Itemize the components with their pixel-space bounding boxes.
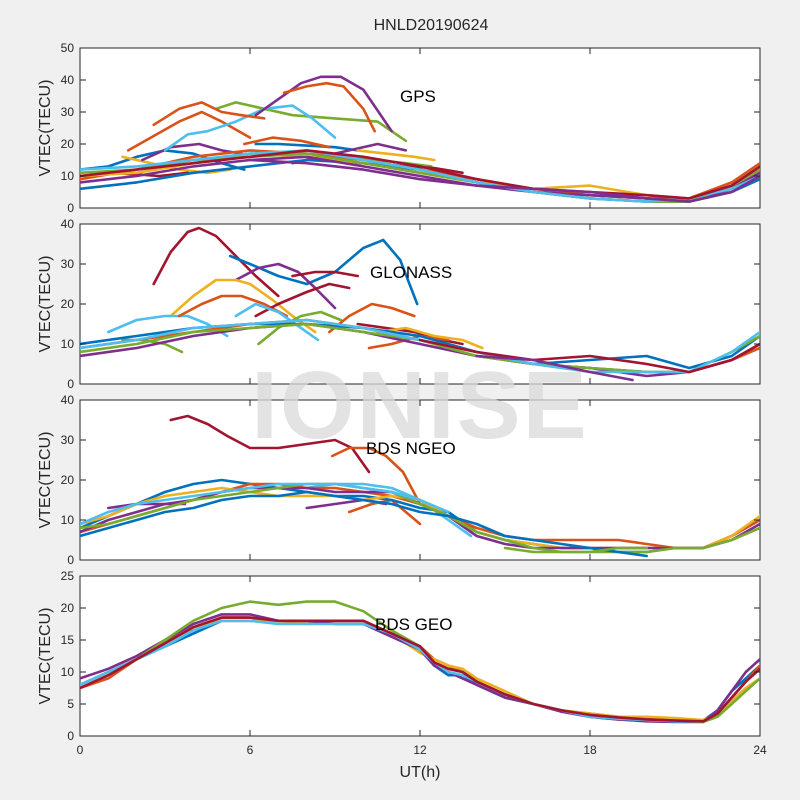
watermark: IONISE	[251, 352, 588, 459]
y-tick-label: 0	[67, 553, 74, 567]
series-line-13	[80, 490, 648, 558]
y-tick-label: 20	[61, 137, 75, 151]
traces	[80, 600, 760, 724]
traces	[80, 75, 760, 203]
series-line-11	[254, 142, 359, 152]
series-line-4	[141, 142, 243, 162]
y-tick-label: 0	[67, 377, 74, 391]
y-tick-label: 40	[61, 393, 75, 407]
y-tick-label: 30	[61, 433, 75, 447]
y-tick-label: 40	[61, 217, 75, 231]
y-tick-label: 50	[61, 41, 75, 55]
series-line-10	[282, 81, 376, 133]
series-line-12	[80, 482, 450, 526]
panel-4: 0 5 10 15 20 25 0 6 12 18 24 VTEC(TECU) BDS GEO	[37, 569, 767, 757]
y-axis-label: VTEC(TECU)	[37, 80, 54, 177]
panel-annotation: BDS GEO	[375, 615, 452, 634]
panel-1: 0 10 20 30 40 50 VTEC(TECU) GPS	[37, 41, 761, 215]
series-line-12	[356, 322, 464, 346]
y-tick-label: 15	[61, 633, 75, 647]
y-axis-label: VTEC(TECU)	[37, 432, 54, 529]
x-axis-label: UT(h)	[400, 764, 441, 781]
panel-annotation: GLONASS	[370, 263, 452, 282]
series-line-8	[152, 101, 266, 127]
x-tick-label: 0	[77, 743, 84, 757]
series-line-2	[330, 446, 422, 506]
traces	[80, 226, 760, 382]
series-line-3	[234, 262, 337, 310]
y-tick-label: 0	[67, 729, 74, 743]
series-line-10	[234, 302, 320, 342]
series-line-9	[254, 75, 393, 133]
y-tick-label: 0	[67, 201, 74, 215]
panel-annotation: BDS NGEO	[366, 439, 456, 458]
figure-title: HNLD20190624	[374, 17, 489, 34]
series-line-13	[291, 142, 408, 165]
x-tick-label: 6	[247, 743, 254, 757]
panel-3: 0 10 20 30 40 VTEC(TECU) BDS NGEO	[37, 393, 761, 567]
y-axis-label: VTEC(TECU)	[37, 608, 54, 705]
series-line-14	[356, 149, 436, 162]
panel-2: 0 10 20 30 40 VTEC(TECU) GLONASS	[37, 217, 761, 391]
y-tick-label: 5	[67, 697, 74, 711]
series-line-11	[80, 482, 760, 554]
panel-annotation: GPS	[400, 87, 436, 106]
series-line-4	[291, 270, 359, 278]
y-tick-label: 20	[61, 297, 75, 311]
y-tick-label: 10	[61, 665, 75, 679]
y-tick-label: 30	[61, 257, 75, 271]
axes-box	[79, 575, 761, 737]
y-tick-label: 25	[61, 569, 75, 583]
series-line-14	[376, 326, 484, 350]
series-line-7	[177, 294, 289, 318]
x-tick-label: 12	[413, 743, 427, 757]
series-line-9	[257, 310, 342, 346]
y-tick-label: 10	[61, 337, 75, 351]
series-line-22	[475, 354, 634, 382]
series-line-21	[418, 338, 760, 374]
series-line-7	[80, 616, 760, 723]
series-line-14	[503, 546, 648, 554]
axes-box	[79, 47, 761, 209]
traces	[80, 414, 760, 558]
series-line-5	[169, 278, 317, 334]
x-tick-label: 24	[753, 743, 767, 757]
series-line-16	[243, 136, 331, 149]
y-tick-label: 40	[61, 73, 75, 87]
y-axis-label: VTEC(TECU)	[37, 256, 54, 353]
series-line-1	[169, 414, 371, 474]
y-tick-label: 30	[61, 105, 75, 119]
y-tick-label: 20	[61, 473, 75, 487]
x-tick-label: 18	[583, 743, 597, 757]
series-line-23	[80, 149, 760, 200]
y-tick-label: 10	[61, 513, 75, 527]
y-tick-label: 20	[61, 601, 75, 615]
series-line-11	[328, 302, 416, 334]
series-line-24	[248, 158, 760, 203]
series-line-5	[214, 101, 408, 143]
y-tick-label: 10	[61, 169, 75, 183]
